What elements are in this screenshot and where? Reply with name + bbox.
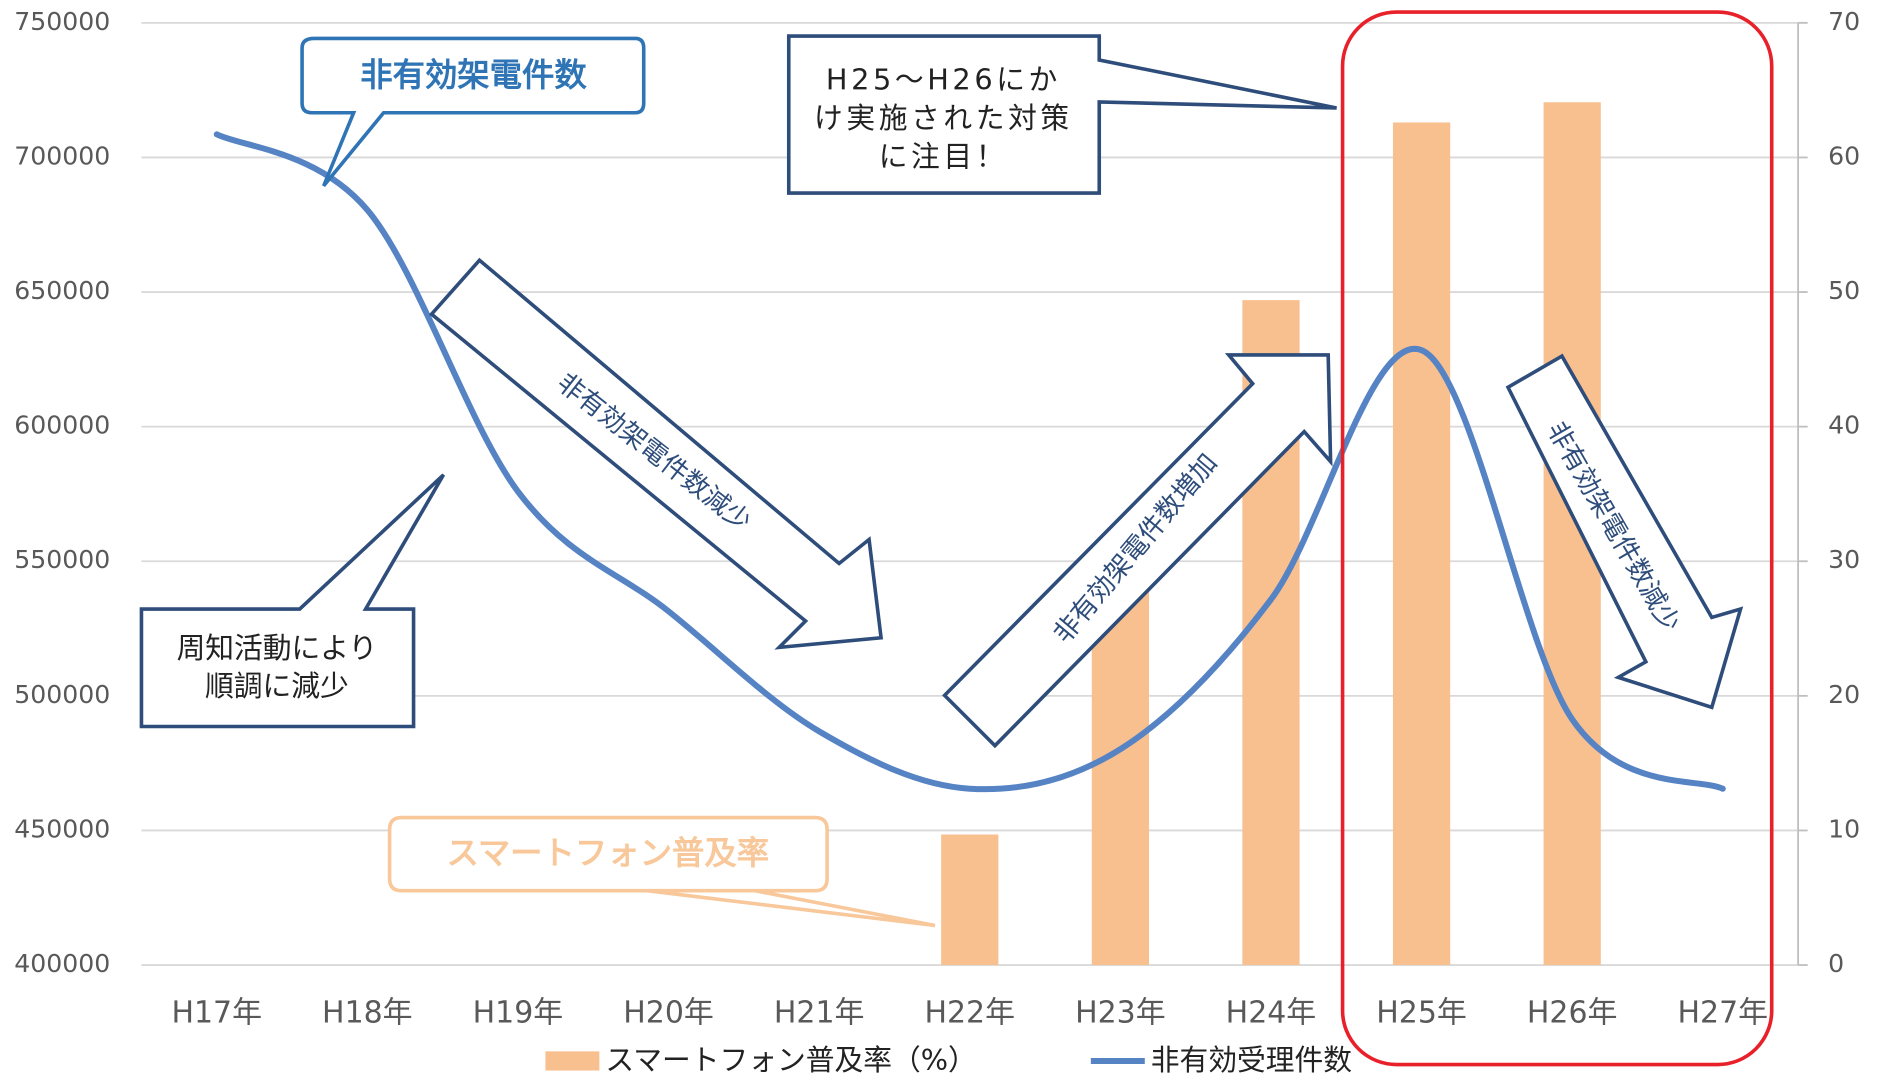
arrow	[428, 257, 884, 650]
line	[213, 131, 1726, 793]
callout	[786, 34, 1337, 195]
annotation: け実施された対策	[814, 101, 1073, 135]
y2-tick-label: 30	[1828, 545, 1860, 574]
x-tick-label: H22年	[924, 996, 1015, 1031]
x-tick-label: H24年	[1226, 996, 1317, 1031]
callout	[139, 473, 446, 729]
legend-label: スマートフォン普及率（%）	[605, 1043, 976, 1077]
grid: 400000 450000 500000 550000 600000 650000 7000…	[14, 7, 1860, 1077]
arrow	[1505, 353, 1744, 710]
y2-tick-label: 20	[1828, 680, 1860, 709]
x-tick-label: H21年	[774, 996, 865, 1031]
y2-tick-label: 0	[1828, 949, 1844, 978]
arrow	[942, 353, 1333, 749]
annotation: 周知活動により	[177, 631, 378, 665]
y2-tick-label: 70	[1828, 7, 1860, 36]
legend-swatch	[545, 1051, 600, 1071]
y-tick-label: 700000	[14, 141, 110, 170]
y-tick-label: 400000	[14, 949, 110, 978]
y-tick-label: 650000	[14, 276, 110, 305]
y-tick-label: 550000	[14, 545, 110, 574]
y2-tick-label: 60	[1828, 141, 1860, 170]
callout	[387, 815, 936, 928]
y-tick-label: 600000	[14, 411, 110, 440]
y2-tick-label: 40	[1828, 411, 1860, 440]
bar	[1392, 122, 1451, 966]
annotation: 非有効架電件数	[360, 56, 587, 94]
annotation: に注目！	[879, 139, 1008, 173]
annotations	[139, 10, 1774, 1067]
x-tick-label: H19年	[473, 996, 564, 1031]
callout	[300, 36, 646, 188]
y-tick-label: 500000	[14, 680, 110, 709]
highlight	[1340, 10, 1774, 1067]
x-tick-label: H20年	[623, 996, 714, 1031]
y-tick-label: 450000	[14, 814, 110, 843]
x-tick-label: H18年	[322, 996, 413, 1031]
y2-tick-label: 50	[1828, 276, 1860, 305]
x-tick-label: H23年	[1075, 996, 1166, 1031]
y2-tick-label: 10	[1828, 814, 1860, 843]
annotation: 非有効架電件数減少	[551, 368, 756, 538]
x-tick-label: H26年	[1527, 996, 1618, 1031]
x-tick-label: H27年	[1677, 996, 1768, 1031]
annotation: H25～H26にか	[826, 63, 1061, 97]
y-tick-label: 750000	[14, 7, 110, 36]
legend-label: 非有効受理件数	[1151, 1043, 1352, 1077]
annotation: スマートフォン普及率	[446, 834, 769, 872]
x-tick-label: H25年	[1376, 996, 1467, 1031]
x-tick-label: H17年	[171, 996, 262, 1031]
bar	[941, 834, 999, 966]
annotation: 順調に減少	[205, 669, 349, 703]
